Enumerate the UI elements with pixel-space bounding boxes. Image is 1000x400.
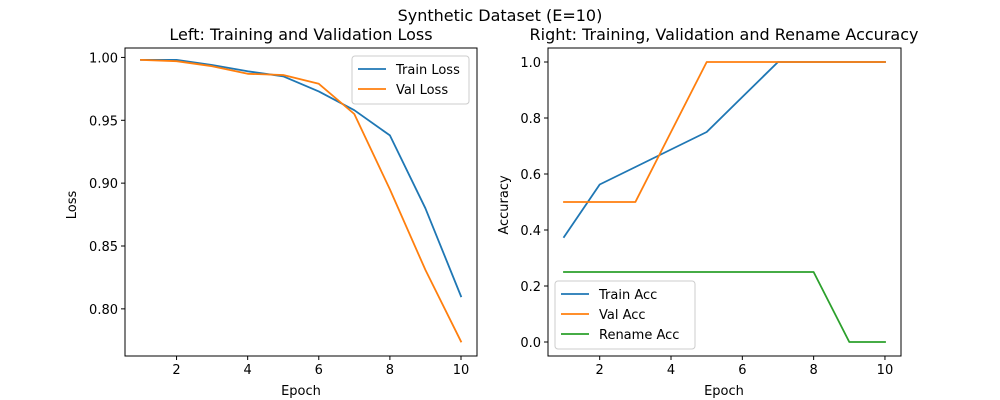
right-ytick-label: 0.8 — [520, 112, 541, 127]
left-xtick-label: 6 — [315, 363, 323, 378]
left-plot-ylabel: Loss — [65, 191, 80, 220]
train-loss-line — [140, 59, 463, 298]
right-xtick-label: 10 — [877, 363, 894, 378]
right-ytick-label: 1.0 — [520, 56, 541, 71]
right-ytick-label: 0.2 — [520, 280, 541, 295]
figure-title: Synthetic Dataset (E=10) — [398, 6, 603, 25]
left-ytick-label: 0.95 — [89, 114, 118, 129]
val-acc-legend-label: Val Acc — [599, 308, 646, 323]
right-plot-frame — [547, 47, 902, 357]
right-ytick-label: 0.4 — [520, 224, 541, 239]
right-ytick-label: 0.0 — [520, 336, 541, 351]
val-loss-line — [140, 58, 463, 343]
left-xtick-label: 2 — [172, 363, 180, 378]
right-plot-title: Right: Training, Validation and Rename A… — [530, 25, 919, 44]
train-acc-legend-label: Train Acc — [598, 288, 657, 303]
left-ytick-label: 0.90 — [89, 177, 118, 192]
train-loss-legend-label: Train Loss — [395, 63, 460, 78]
right-legend — [554, 280, 696, 350]
val-acc-line — [563, 61, 886, 203]
right-xtick-label: 2 — [596, 363, 604, 378]
left-plot: Left: Training and Validation Loss Epoch… — [65, 25, 478, 399]
left-xtick-label: 10 — [453, 363, 470, 378]
left-plot-frame — [124, 47, 478, 357]
left-xtick-label: 8 — [386, 363, 394, 378]
left-ytick-label: 0.85 — [89, 240, 118, 255]
right-xtick-label: 8 — [810, 363, 818, 378]
left-ytick-label: 1.00 — [89, 51, 118, 66]
right-plot-ylabel: Accuracy — [497, 175, 512, 235]
right-xtick-label: 4 — [667, 363, 675, 378]
left-plot-xlabel: Epoch — [281, 384, 321, 399]
right-ytick-label: 0.6 — [520, 168, 541, 183]
right-xtick-label: 6 — [738, 363, 746, 378]
left-plot-title: Left: Training and Validation Loss — [169, 25, 432, 44]
left-legend — [351, 55, 470, 105]
rename-acc-line — [563, 271, 886, 343]
left-ytick-label: 0.80 — [89, 303, 118, 318]
rename-acc-legend-label: Rename Acc — [599, 328, 679, 343]
right-plot-xlabel: Epoch — [704, 384, 744, 399]
val-loss-legend-label: Val Loss — [396, 83, 448, 98]
right-plot: Right: Training, Validation and Rename A… — [497, 25, 918, 399]
left-xtick-label: 4 — [244, 363, 252, 378]
